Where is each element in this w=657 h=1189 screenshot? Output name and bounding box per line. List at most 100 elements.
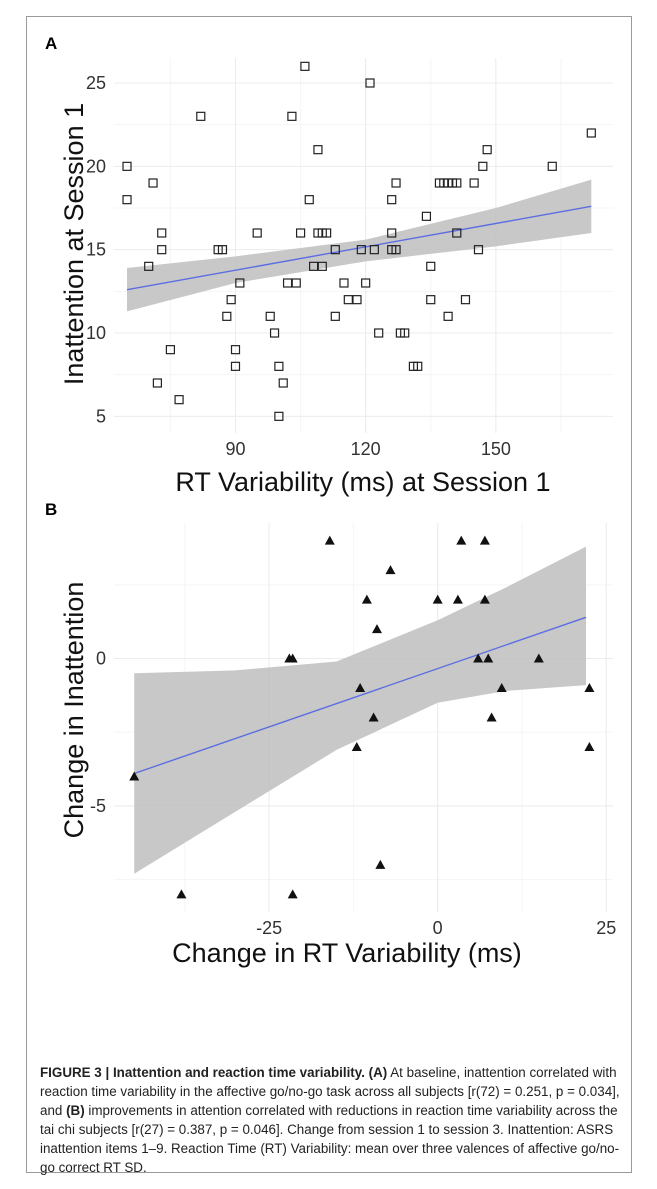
data-point xyxy=(547,161,557,171)
panel-b-fit-line xyxy=(134,616,587,775)
y-tick-label: 15 xyxy=(86,240,106,260)
panel-a-y-axis-title: Inattention at Session 1 xyxy=(59,103,89,385)
data-point xyxy=(217,245,228,255)
data-point xyxy=(432,594,443,604)
data-point xyxy=(291,278,301,288)
data-point xyxy=(355,683,366,693)
panel-b-confidence-band xyxy=(134,546,587,874)
figure-charts: A 90 120 150 5 10 15 20 25 RT Variability (ms)… xyxy=(45,34,616,968)
data-point xyxy=(152,378,162,388)
data-point xyxy=(361,594,372,604)
data-point xyxy=(374,328,384,338)
data-point xyxy=(235,278,245,288)
x-tick-label: 0 xyxy=(433,918,443,938)
data-point xyxy=(322,228,332,238)
data-point xyxy=(230,361,241,371)
panel-a-y-ticks: 5 10 15 20 25 xyxy=(86,73,106,426)
figure-caption: FIGURE 3 | Inattention and reaction time… xyxy=(40,1063,620,1177)
data-point xyxy=(300,61,310,71)
data-point xyxy=(478,161,488,171)
data-point xyxy=(176,889,187,899)
x-tick-label: 90 xyxy=(225,439,245,459)
caption-label-b: (B) xyxy=(66,1103,85,1118)
data-point xyxy=(226,295,236,305)
data-point xyxy=(330,311,340,321)
panel-a-x-axis-title: RT Variability (ms) at Session 1 xyxy=(175,467,550,497)
data-point xyxy=(426,295,436,305)
data-point xyxy=(584,683,595,693)
panel-a-x-ticks: 90 120 150 xyxy=(225,439,510,459)
y-tick-label: 20 xyxy=(86,156,106,176)
data-point xyxy=(460,295,471,305)
data-point xyxy=(122,161,132,171)
data-point xyxy=(343,295,353,305)
data-point xyxy=(324,535,335,545)
data-point xyxy=(196,111,206,121)
data-point xyxy=(443,311,453,321)
data-point xyxy=(421,211,432,221)
data-point xyxy=(368,712,379,722)
data-point xyxy=(385,565,396,575)
data-point xyxy=(269,328,280,338)
data-point xyxy=(287,889,298,899)
data-point xyxy=(387,195,397,205)
data-point xyxy=(456,535,467,545)
data-point xyxy=(295,228,306,238)
data-point xyxy=(274,411,284,421)
data-point xyxy=(313,145,323,155)
data-point xyxy=(479,594,490,604)
data-point xyxy=(469,178,479,188)
data-point xyxy=(586,128,596,138)
data-point xyxy=(533,653,544,663)
data-point xyxy=(165,345,176,355)
data-point xyxy=(400,328,410,338)
panel-b-y-ticks: -5 0 xyxy=(90,649,106,816)
data-point xyxy=(391,178,401,188)
y-tick-label: 25 xyxy=(86,73,106,93)
data-point xyxy=(278,378,288,388)
data-point xyxy=(274,361,284,371)
data-point xyxy=(369,245,379,255)
data-point xyxy=(452,178,462,188)
x-tick-label: 25 xyxy=(596,918,616,938)
data-point xyxy=(356,245,366,255)
data-point xyxy=(452,228,462,238)
data-point xyxy=(486,712,497,722)
data-point xyxy=(371,624,382,634)
x-tick-label: -25 xyxy=(256,918,282,938)
data-point xyxy=(282,278,293,288)
data-point xyxy=(426,261,436,271)
panel-b-x-ticks: -25 0 25 xyxy=(256,918,616,938)
data-point xyxy=(230,345,241,355)
x-tick-label: 150 xyxy=(481,439,511,459)
data-point xyxy=(479,535,490,545)
data-point xyxy=(287,111,297,121)
data-point xyxy=(144,261,154,271)
data-point xyxy=(265,311,275,321)
data-point xyxy=(157,228,167,238)
data-point xyxy=(413,361,423,371)
chart-panel-b: B -25 0 25 -5 0 Change in RT Variability (m… xyxy=(45,500,616,968)
caption-text-a: At baseline, inattention correlated with… xyxy=(40,1065,620,1118)
data-point xyxy=(222,311,232,321)
data-point xyxy=(287,653,298,663)
y-tick-label: 5 xyxy=(96,406,106,426)
data-point xyxy=(365,78,375,88)
x-tick-label: 120 xyxy=(351,439,381,459)
data-point xyxy=(482,145,492,155)
data-point xyxy=(473,245,484,255)
y-tick-label: 0 xyxy=(96,649,106,669)
data-point xyxy=(584,741,595,751)
data-point xyxy=(339,278,349,288)
data-point xyxy=(174,395,184,405)
panel-a-fit-line xyxy=(126,205,592,291)
caption-text-b: improvements in attention correlated wit… xyxy=(40,1103,620,1175)
chart-panel-a: A 90 120 150 5 10 15 20 25 RT Variability (ms)… xyxy=(45,34,613,497)
data-point xyxy=(452,594,463,604)
data-point xyxy=(122,195,132,205)
panel-b-x-axis-title: Change in RT Variability (ms) xyxy=(172,938,522,968)
data-point xyxy=(391,245,401,255)
data-point xyxy=(483,653,494,663)
data-point xyxy=(352,295,362,305)
caption-label-a: (A) xyxy=(368,1065,388,1080)
